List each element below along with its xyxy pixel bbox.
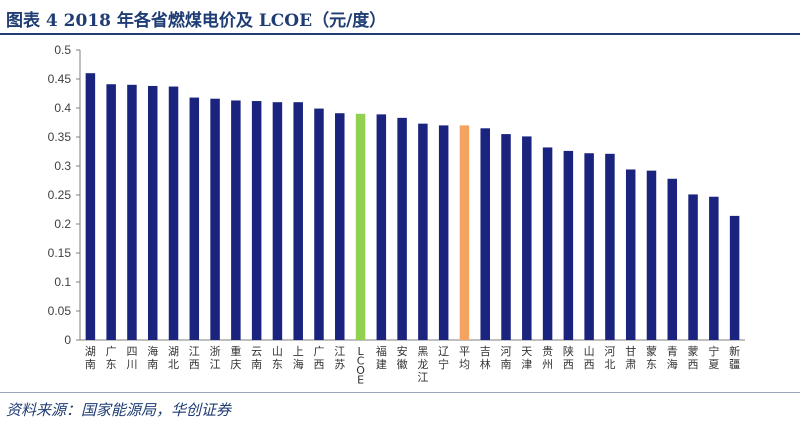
x-tick-label: 海南 <box>147 344 158 371</box>
footer-divider <box>0 392 800 393</box>
bar <box>709 196 719 340</box>
bar <box>542 147 553 340</box>
x-tick-label: 上海 <box>293 345 304 371</box>
x-tick-label: 福建 <box>376 344 387 371</box>
bar <box>189 97 200 340</box>
x-tick-label: 河北 <box>604 345 615 371</box>
bar <box>231 100 241 341</box>
bar <box>688 194 698 340</box>
x-tick-label: 湖北 <box>168 345 179 371</box>
bar <box>251 101 262 340</box>
figure-header: 图表 4 2018 年各省燃煤电价及 LCOE（元/度） <box>0 0 800 35</box>
bar <box>563 150 574 340</box>
bar <box>210 98 220 340</box>
bar <box>335 113 345 340</box>
x-tick-label: 山西 <box>584 345 595 371</box>
bars-group <box>85 73 740 341</box>
y-tick-label: 0.05 <box>48 304 72 318</box>
x-tick-label: 辽宁 <box>438 345 449 371</box>
bar <box>272 102 283 340</box>
y-tick-label: 0.45 <box>48 72 72 86</box>
x-tick-label: 蒙西 <box>688 345 699 371</box>
x-tick-label: 青海 <box>667 345 678 371</box>
bar <box>355 113 366 340</box>
x-tick-label: 贵州 <box>542 345 553 371</box>
bar <box>605 153 615 340</box>
x-tick-label: 河南 <box>501 345 512 371</box>
x-tick-label: 湖南 <box>85 345 96 371</box>
y-axis-ticks: 0 0.05 0.1 0.15 0.2 0.25 0.3 0.35 0.4 0.45 0.5 <box>48 43 80 347</box>
bar <box>293 102 303 340</box>
x-tick-label: 重庆 <box>230 344 241 371</box>
bar <box>127 84 137 340</box>
x-tick-label: 浙江 <box>210 345 221 371</box>
x-tick-label: 山东 <box>272 345 283 371</box>
bar <box>522 136 532 340</box>
y-tick-label: 0.3 <box>54 159 71 173</box>
y-tick-label: 0.2 <box>54 217 71 231</box>
y-tick-label: 0.4 <box>54 101 71 115</box>
bar <box>625 169 636 340</box>
y-tick-label: 0.15 <box>48 246 72 260</box>
bar <box>646 170 657 340</box>
y-tick-label: 0.25 <box>48 188 72 202</box>
x-tick-label: 甘肃 <box>625 345 636 371</box>
bar <box>106 84 116 340</box>
x-tick-label: 宁夏 <box>708 344 719 371</box>
bar <box>667 178 678 340</box>
bar <box>418 123 428 340</box>
bar-chart: 00.050.10.150.20.250.30.350.40.450.5 湖南广… <box>48 43 745 387</box>
x-tick-label: 安徽 <box>397 344 408 371</box>
y-tick-label: 0.5 <box>54 43 71 57</box>
x-tick-label: 陕西 <box>563 344 574 371</box>
bar <box>376 114 387 340</box>
bar <box>168 86 179 340</box>
bar <box>85 73 96 340</box>
x-tick-label: 新疆 <box>729 344 740 371</box>
figure-title: 图表 4 2018 年各省燃煤电价及 LCOE（元/度） <box>6 11 387 31</box>
header-divider <box>0 33 800 35</box>
x-tick-label: 江西 <box>189 345 200 371</box>
bar <box>584 153 594 340</box>
bar <box>501 134 511 340</box>
x-tick-label: 吉林 <box>480 345 491 371</box>
y-tick-label: 0 <box>64 333 71 347</box>
y-tick-label: 0.35 <box>48 130 72 144</box>
bar <box>480 128 490 340</box>
source-note: 资料来源：国家能源局，华创证券 <box>6 401 232 419</box>
x-tick-label: 江苏 <box>334 345 345 371</box>
x-tick-label: 蒙东 <box>646 345 657 371</box>
bar <box>147 85 158 341</box>
bar <box>459 125 470 341</box>
bar <box>314 108 324 340</box>
x-tick-label: 天津 <box>521 345 532 371</box>
x-tick-label: 广西 <box>313 345 324 371</box>
bar <box>729 215 740 340</box>
y-tick-label: 0.1 <box>54 275 71 289</box>
x-tick-label: 广东 <box>106 345 117 371</box>
x-tick-label: 黑龙江 <box>417 345 428 384</box>
bar <box>397 117 407 340</box>
x-tick-label: 四川 <box>126 345 137 371</box>
x-tick-label: 平均 <box>459 345 470 371</box>
x-tick-label: 云南 <box>251 345 262 371</box>
bar <box>438 125 449 341</box>
